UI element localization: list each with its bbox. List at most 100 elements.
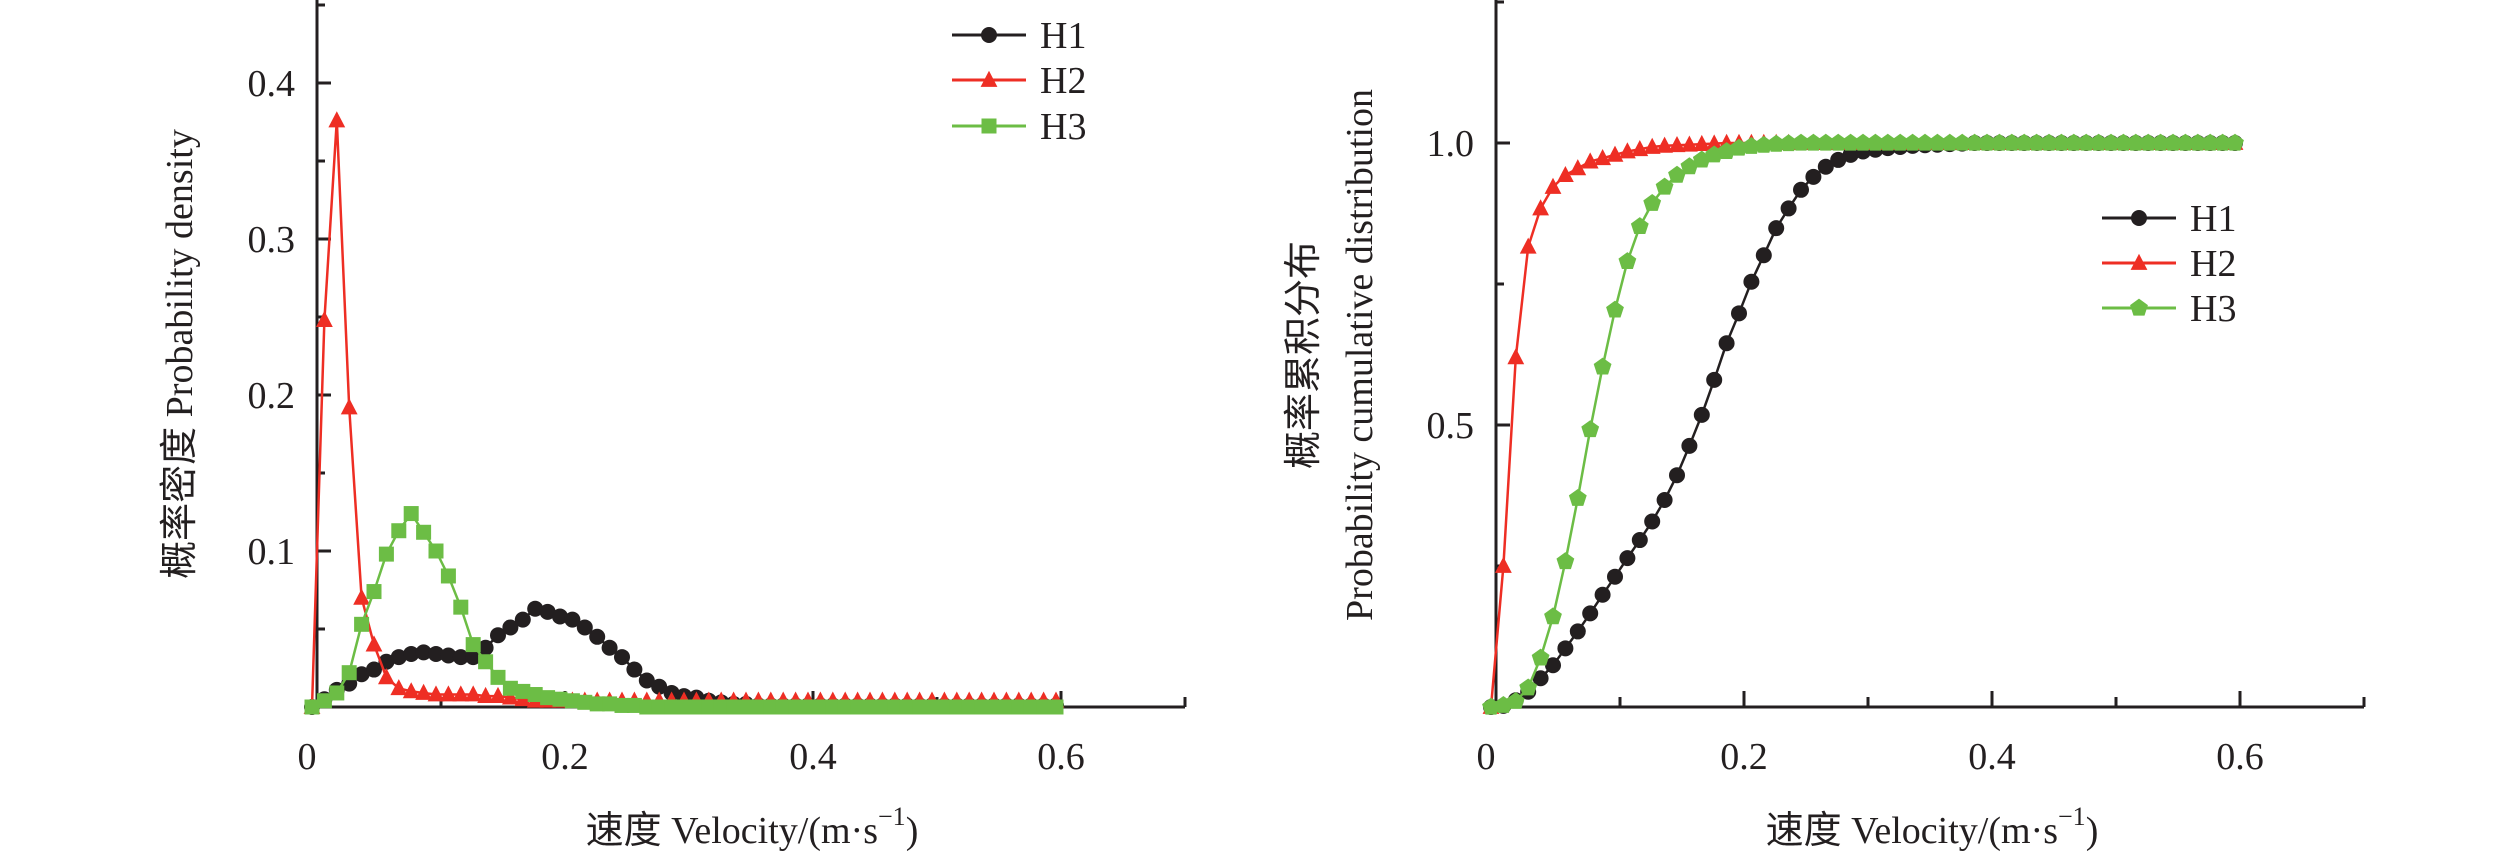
right-legend-item-h2: H2	[2102, 243, 2236, 285]
left-h3-point	[1023, 699, 1039, 715]
left-h3-point	[478, 654, 494, 670]
left-h3-point	[1011, 699, 1027, 715]
right-h3-point	[2027, 133, 2046, 151]
right-h2-point	[1693, 134, 1711, 152]
right-h3-point	[2126, 133, 2145, 151]
left-h3-point	[490, 669, 506, 685]
right-h3-point	[1544, 607, 1562, 625]
left-h3-point	[998, 699, 1014, 715]
legend-marker-circle-icon	[981, 27, 997, 43]
left-h3-point	[812, 699, 828, 715]
left-series	[303, 111, 1065, 715]
left-legend-item-h3: H3	[952, 106, 1086, 148]
left-h3-point	[589, 696, 605, 712]
right-h3-point	[1593, 357, 1612, 375]
right-x-axis-title-close: )	[2086, 810, 2099, 852]
right-h3-point	[1878, 133, 1897, 151]
left-h3-point	[329, 685, 345, 701]
left-h1-point	[366, 661, 382, 678]
left-x-axis-title: 速度 Velocity/(m·s−1)	[586, 802, 919, 852]
left-h3-point	[527, 687, 543, 703]
left-h2-point	[378, 668, 395, 685]
left-h3-point	[1036, 699, 1052, 715]
left-h1-point	[576, 619, 593, 636]
right-h3-point	[1519, 678, 1538, 696]
legend-label: H1	[2190, 198, 2236, 240]
left-h2-point	[365, 635, 383, 652]
right-h1-point	[1768, 220, 1785, 237]
right-h3-point	[2040, 133, 2058, 151]
right-h3-point	[1978, 133, 1996, 151]
right-y-tick-label: 0.5	[1427, 405, 1475, 447]
right-h1-point	[1656, 492, 1673, 509]
right-h2-point	[1705, 134, 1723, 151]
left-h1-point	[477, 639, 494, 656]
right-h3-point	[2139, 133, 2158, 151]
left-h3-point	[713, 699, 729, 715]
right-h1-point	[1718, 335, 1735, 352]
left-h3-point	[676, 699, 692, 715]
right-h3-point	[1953, 133, 1972, 151]
right-h3-point	[1506, 692, 1525, 709]
left-h3-point	[825, 699, 841, 715]
left-h3-point	[763, 699, 779, 715]
right-h3-point	[1767, 134, 1786, 152]
legend-marker-pentagon-icon	[2130, 298, 2148, 316]
left-h1-point	[601, 639, 618, 656]
right-h1-point	[1743, 273, 1760, 290]
right-h3-point	[1940, 133, 1959, 151]
right-series-h3	[1482, 133, 2244, 715]
right-h1-point	[1644, 513, 1661, 530]
left-h3-point	[800, 699, 816, 715]
right-x-axis-title-sup: −1	[2058, 802, 2086, 831]
left-y-tick-label: 0.1	[248, 531, 296, 573]
right-h2-point	[1668, 136, 1686, 153]
right-h2-point	[1606, 145, 1624, 162]
right-h3-point	[1903, 133, 1922, 151]
left-h1-point	[428, 645, 444, 662]
right-series	[1482, 133, 2244, 715]
right-h2-point	[1619, 142, 1636, 159]
left-h3-point	[465, 637, 481, 653]
legend-label: H2	[2190, 243, 2236, 285]
right-h3-point	[2002, 133, 2021, 151]
right-x-axis-title: 速度 Velocity/(m·s−1)	[1766, 802, 2099, 852]
left-h3-point	[788, 699, 804, 715]
right-h1-point	[1830, 151, 1847, 168]
left-h3-point	[614, 697, 630, 713]
left-h2-point	[316, 310, 333, 328]
left-h3-point	[515, 683, 531, 699]
left-h3-point	[887, 699, 903, 715]
right-h3-point	[1841, 133, 1860, 151]
right-h3-point	[1680, 157, 1699, 175]
right-legend-item-h1: H1	[2102, 198, 2236, 240]
right-h1-point	[1693, 406, 1710, 423]
left-h3-point	[750, 699, 766, 715]
right-h3-point	[1990, 133, 2009, 151]
right-h3-point	[1643, 194, 1662, 211]
left-x-tick-label: 0.2	[541, 736, 589, 778]
left-h1-point	[452, 649, 469, 666]
right-h3-point	[1779, 134, 1798, 152]
right-h1-point	[1706, 371, 1723, 388]
right-h1-point	[1594, 586, 1611, 603]
left-h3-point	[701, 699, 717, 715]
right-h3-point	[2201, 133, 2220, 151]
legend-marker-triangle-icon	[980, 70, 998, 87]
right-h1-point	[1669, 467, 1685, 484]
left-h3-point	[924, 699, 940, 715]
right-h3-point	[1816, 133, 1835, 151]
left-h3-point	[775, 699, 791, 715]
left-h1-point	[514, 611, 531, 628]
left-y-tick-label: 0.3	[248, 219, 296, 261]
left-h3-point	[651, 699, 667, 715]
left-h1-point	[440, 647, 457, 664]
left-legend-item-h1: H1	[952, 15, 1086, 57]
right-h1-point	[1582, 605, 1599, 622]
left-h3-point	[552, 691, 568, 707]
right-h1-point	[1545, 657, 1561, 674]
right-axes: 0 0.2 0.4 0.6 0.5 1.0	[1427, 0, 2366, 778]
right-h2-point	[1643, 137, 1661, 154]
left-h3-point	[899, 699, 915, 715]
